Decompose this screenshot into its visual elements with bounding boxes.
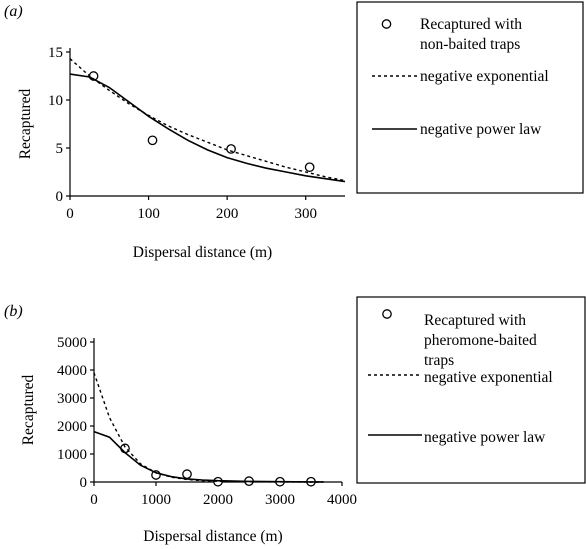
legend-point-symbol: [382, 309, 392, 319]
y-tick-label: 1000: [57, 447, 87, 463]
legend-entry: Recaptured with pheromone-baited traps: [382, 309, 537, 369]
y-tick-label: 5000: [57, 335, 87, 351]
x-tick-label: 2000: [203, 492, 233, 508]
y-tick-label: 2000: [57, 419, 87, 435]
y-tick-label: 3000: [57, 391, 87, 407]
x-tick-label: 100: [137, 206, 160, 222]
legend-box: [356, 1, 584, 194]
legend-label: negative exponential: [424, 369, 553, 386]
legend-label: traps: [424, 352, 454, 369]
y-tick-label: 5: [56, 141, 64, 157]
data-point: [147, 135, 158, 146]
chart-panel-a: (a) 0 5 10 15 0 100 200 300 Dispersal distance (m…: [4, 1, 584, 261]
legend-entry: negative power law: [368, 429, 546, 446]
x-axis-title: Dispersal distance (m): [133, 244, 272, 261]
legend-label: Recaptured with: [424, 312, 526, 329]
data-point: [304, 162, 315, 173]
x-tick-label: 200: [216, 206, 239, 222]
x-tick-label: 0: [66, 206, 74, 222]
data-point: [182, 469, 192, 480]
x-axis-title: Dispersal distance (m): [143, 528, 282, 545]
negative-power-law-curve: [69, 73, 346, 183]
y-tick-label: 10: [48, 93, 63, 109]
data-point: [226, 144, 236, 154]
legend-entry: negative exponential: [368, 369, 553, 386]
negative-power-law-curve: [93, 430, 324, 483]
legend-point-symbol: [381, 19, 392, 29]
y-axis-title: Recaptured: [20, 374, 37, 445]
legend: Recaptured withpheromone-baitedtrapsnega…: [356, 296, 586, 484]
chart-panel-b: (b) 0 1000 2000 3000 4000 5000 0 1000 2000 3000 400…: [4, 296, 586, 545]
legend-entry: negative exponential: [372, 68, 549, 85]
legend-label: negative power law: [424, 429, 546, 446]
y-tick-label: 15: [48, 45, 63, 61]
legend-label: negative power law: [420, 121, 542, 138]
axes: [66, 48, 345, 200]
legend-label: non-baited traps: [420, 36, 520, 53]
y-axis-title: Recaptured: [17, 88, 34, 159]
negative-exponential-curve: [93, 372, 324, 483]
x-tick-label: 3000: [265, 492, 295, 508]
y-tick-label: 4000: [57, 363, 87, 379]
x-tick-label: 1000: [141, 492, 171, 508]
y-tick-label: 0: [56, 189, 64, 205]
legend-label: negative exponential: [420, 68, 549, 85]
legend: Recaptured with non-baited traps negative …: [356, 1, 584, 194]
legend-entry: Recaptured with non-baited traps: [381, 16, 522, 53]
negative-exponential-curve: [69, 58, 346, 182]
legend-label: Recaptured with: [420, 16, 522, 33]
panel-label: (b): [4, 303, 23, 320]
x-tick-label: 4000: [327, 492, 357, 508]
x-tick-label: 0: [90, 492, 98, 508]
legend-box: [356, 296, 586, 484]
x-tick-label: 300: [294, 206, 317, 222]
legend-label: pheromone-baited: [424, 332, 537, 349]
y-tick-label: 0: [80, 475, 88, 491]
legend-entry: negative power law: [372, 121, 542, 138]
data-point: [120, 443, 130, 454]
axes: [90, 338, 343, 486]
panel-label: (a): [4, 3, 23, 20]
